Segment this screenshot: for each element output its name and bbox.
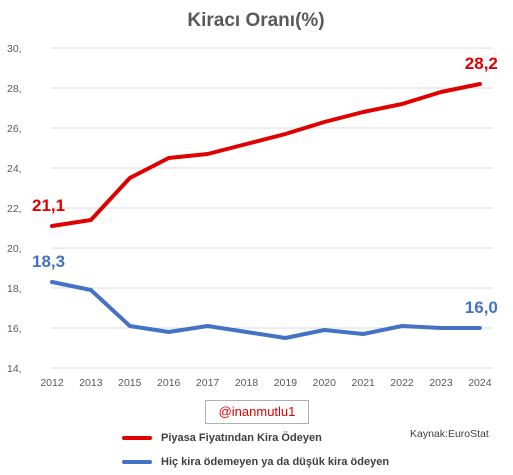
x-tick-label: 2022 bbox=[390, 377, 414, 389]
data-label: 28,2 bbox=[465, 54, 498, 73]
y-tick-label: 24, bbox=[7, 163, 22, 175]
gridlines bbox=[52, 47, 492, 369]
series-line-2 bbox=[50, 280, 482, 340]
chart-title: Kiracı Oranı(%) bbox=[187, 10, 324, 31]
y-tick-label: 20, bbox=[7, 243, 22, 255]
x-tick-label: 2012 bbox=[40, 377, 64, 389]
data-labels: 21,1 28,2 18,3 16,0 bbox=[32, 54, 498, 317]
x-tick-label: 2019 bbox=[274, 377, 298, 389]
y-tick-label: 14, bbox=[7, 363, 22, 375]
x-tick-label: 2024 bbox=[468, 377, 492, 389]
legend-label-market-rent: Piyasa Fiyatından Kira Ödeyen bbox=[161, 432, 322, 444]
data-label: 21,1 bbox=[32, 196, 65, 215]
y-tick-label: 26, bbox=[7, 123, 22, 135]
data-label: 16,0 bbox=[465, 298, 498, 317]
legend-swatch-red bbox=[122, 436, 152, 440]
x-axis: 2012 2013 2015 2016 2017 2018 2019 2020 2021 2022… bbox=[40, 377, 491, 389]
y-tick-label: 30, bbox=[7, 43, 22, 55]
x-tick-label: 2020 bbox=[313, 377, 337, 389]
watermark-handle: @inanmutlu1 bbox=[205, 400, 309, 424]
x-tick-label: 2017 bbox=[196, 377, 220, 389]
y-tick-label: 28, bbox=[7, 83, 22, 95]
legend-label-low-rent: Hiç kira ödemeyen ya da düşük kira ödeye… bbox=[161, 456, 390, 468]
legend-swatch-blue bbox=[122, 460, 152, 464]
y-tick-label: 18, bbox=[7, 283, 22, 295]
x-tick-label: 2015 bbox=[118, 377, 142, 389]
legend-item-market-rent: Piyasa Fiyatından Kira Ödeyen bbox=[122, 430, 322, 446]
data-label: 18,3 bbox=[32, 252, 65, 271]
y-tick-label: 16, bbox=[7, 323, 22, 335]
x-tick-label: 2021 bbox=[352, 377, 376, 389]
x-tick-label: 2018 bbox=[235, 377, 259, 389]
y-tick-label: 22, bbox=[7, 203, 22, 215]
x-tick-label: 2013 bbox=[79, 377, 103, 389]
series-line-1 bbox=[50, 82, 482, 228]
source-note: Kaynak:EuroStat bbox=[410, 428, 489, 440]
series-lines bbox=[50, 82, 482, 340]
legend-item-low-rent: Hiç kira ödemeyen ya da düşük kira ödeye… bbox=[122, 454, 389, 470]
x-tick-label: 2023 bbox=[429, 377, 453, 389]
y-axis: 14, 16, 18, 20, 22, 24, 26, 28, 30, bbox=[7, 43, 22, 375]
x-tick-label: 2016 bbox=[157, 377, 181, 389]
